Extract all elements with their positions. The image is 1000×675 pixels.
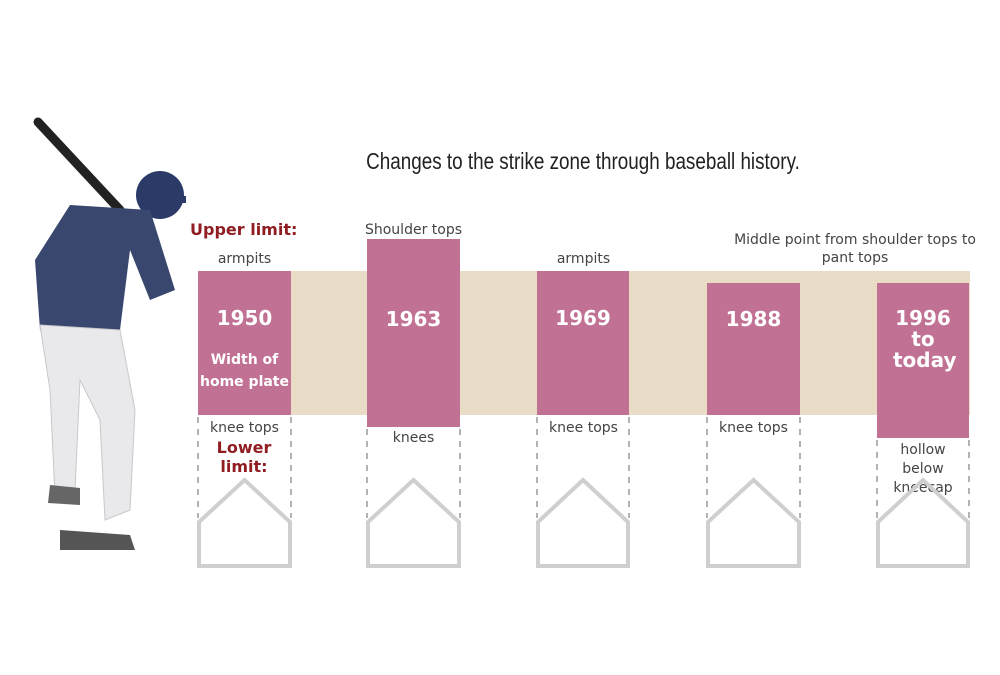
era-year: 1963 [385,307,442,331]
home-plate-icon [197,477,292,568]
home-plate-icon [536,477,630,568]
lower-limit-label: Lower limit: [216,438,272,476]
era-lower-label: knee tops [719,420,788,436]
era-upper-label: Shoulder tops [364,222,463,238]
home-plate-icon [876,477,970,568]
era-lower-label: knee tops [210,420,279,436]
home-plate-icon [706,477,801,568]
era-note: Width of home plate [200,352,289,390]
era-zone-1963: 1963 [367,239,460,427]
era-year: 1996 to today [893,306,957,372]
upper-limit-label: Upper limit: [190,220,298,239]
era-year: 1988 [725,307,782,331]
era-zone-1996-to-today: 1996 to today [877,283,969,438]
era-zone-1969: 1969 [537,271,629,415]
era-zone-1950: 1950 Width of home plate [198,271,291,415]
era-upper-label: armpits [556,251,611,267]
home-plate-icon [366,477,461,568]
era-upper-label: armpits [217,251,272,267]
era-zone-1988: 1988 [707,283,800,415]
batter-illustration [33,117,186,550]
era-upper-label: Middle point from shoulder tops to pant … [734,232,976,266]
era-year: 1969 [555,306,611,330]
title: Changes to the strike zone through baseb… [366,148,800,174]
era-lower-label: knees [392,430,435,446]
era-year: 1950 [216,306,273,330]
era-lower-label: knee tops [549,420,618,436]
